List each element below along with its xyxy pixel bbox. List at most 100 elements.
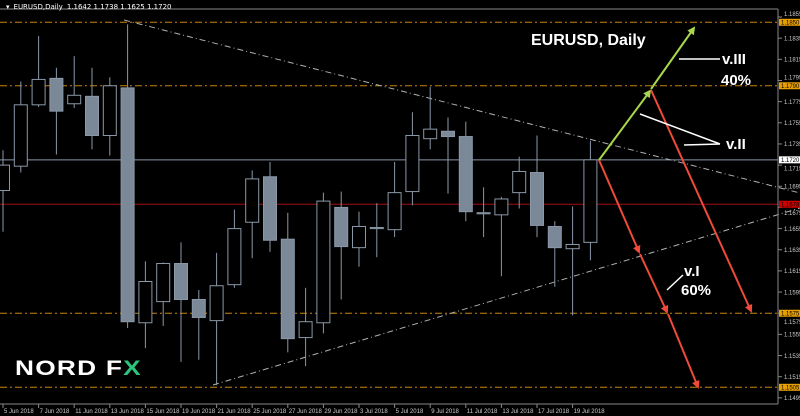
x-tick-label: 7 Jun 2018 (40, 409, 70, 415)
bull-candle-body (138, 281, 153, 324)
candle (191, 289, 206, 360)
candle (352, 211, 366, 267)
bear-candle-body (120, 87, 135, 323)
bear-candle-body (85, 95, 99, 136)
y-tick-label: 1.1835 (784, 36, 800, 42)
candle (245, 170, 260, 259)
candle (565, 206, 580, 316)
wave-down-arrow-1[interactable] (598, 159, 641, 254)
bull-candle-body (227, 228, 242, 286)
y-tick-label: 1.1555 (784, 333, 800, 339)
bull-candle-body (209, 285, 224, 322)
label-leader-v2-a (639, 113, 721, 145)
bear-candle-body (441, 130, 455, 138)
chart-title-annotation: EURUSD, Daily (531, 32, 646, 49)
bear-candle-body (191, 298, 206, 318)
bull-candle-body (565, 243, 580, 250)
candle (209, 252, 224, 386)
y-tick-label: 1.1855 (784, 12, 800, 18)
candle (334, 191, 349, 300)
candle (530, 135, 544, 238)
candle (138, 261, 153, 349)
wave3-percent: 40% (721, 72, 752, 89)
label-leader-v1 (666, 274, 684, 291)
candle (405, 112, 420, 206)
price-tag-label: 1.1790 (781, 84, 800, 90)
x-tick-label: 27 Jun 2018 (289, 409, 323, 415)
y-tick-label: 1.1635 (784, 248, 800, 254)
x-tick-label: 11 Jul 2018 (467, 409, 498, 415)
candle (227, 209, 242, 288)
bull-candle-body (245, 178, 260, 223)
bull-candle-body (512, 170, 527, 194)
x-tick-label: 11 Jun 2018 (75, 409, 108, 415)
price-tag-label: 1.1575 (781, 311, 800, 317)
lower-trendline[interactable] (212, 207, 800, 386)
candle (280, 212, 295, 353)
label-leader-v2-b (683, 143, 721, 146)
x-tick-label: 5 Jul 2018 (396, 409, 424, 415)
bull-candle-body (156, 263, 171, 303)
candle (49, 67, 64, 155)
x-tick-label: 17 Jul 2018 (538, 409, 570, 415)
bear-candle-body (174, 263, 188, 300)
wave1-percent: 60% (681, 282, 712, 299)
bull-candle-body (31, 78, 46, 106)
x-tick-label: 25 Jun 2018 (253, 409, 287, 415)
wave-down-arrow-4[interactable] (650, 89, 753, 313)
bear-candle-body (263, 176, 277, 241)
y-tick-label: 1.1495 (784, 396, 800, 402)
trendlines (123, 19, 800, 386)
nordfx-logo: NORD FX (15, 357, 142, 380)
bear-candle-body (530, 172, 544, 226)
candle (174, 242, 188, 362)
candle (423, 86, 438, 150)
candle (67, 56, 82, 108)
x-tick-label: 9 Jul 2018 (431, 409, 459, 415)
bull-candle-body (369, 227, 384, 230)
y-tick-label: 1.1735 (784, 142, 800, 148)
y-tick-label: 1.1515 (784, 375, 800, 381)
wave-up-arrow-2[interactable] (650, 26, 696, 90)
y-tick-label: 1.1595 (784, 290, 800, 296)
wave-down-arrow-3[interactable] (667, 313, 700, 389)
bull-candle-body (67, 94, 82, 105)
x-tick-label: 21 Jun 2018 (218, 409, 252, 415)
price-tag-label: 1.1720 (781, 158, 800, 164)
triangle-down-icon[interactable]: ▾ (6, 3, 10, 11)
candle (156, 262, 171, 326)
bear-candle-body (547, 225, 562, 249)
candle (547, 221, 562, 287)
bull-candle-body (405, 134, 420, 193)
wave1-label: v.I (684, 263, 700, 280)
bull-candle-body (102, 85, 117, 136)
chart-frame (0, 8, 779, 405)
wave-down-arrow-2[interactable] (639, 253, 669, 314)
x-tick-label: 29 Jun 2018 (324, 409, 358, 415)
bear-candle-body (334, 206, 349, 248)
candle (0, 150, 10, 232)
y-tick-label: 1.1615 (784, 269, 800, 275)
candle (441, 117, 455, 194)
x-tick-label: 15 Jun 2018 (146, 409, 180, 415)
candle (13, 81, 28, 173)
upper-trendline[interactable] (123, 19, 800, 194)
x-tick-label: 19 Jun 2018 (182, 409, 216, 415)
candle (369, 203, 384, 258)
price-tag-label: 1.1850 (781, 20, 800, 26)
candle (458, 121, 473, 222)
wave-up-arrow-1[interactable] (598, 89, 652, 161)
bull-candle-body (494, 198, 509, 216)
forecast-arrows (598, 26, 753, 389)
price-tag-level (779, 82, 800, 90)
candle (387, 161, 402, 238)
y-tick-label: 1.1775 (784, 100, 800, 106)
wave2-label: v.II (726, 136, 746, 153)
bull-candle-body (387, 192, 402, 231)
price-tag-label: 1.1505 (781, 386, 800, 392)
price-tag-level (779, 18, 800, 26)
candle (476, 187, 491, 238)
bull-candle-body (352, 225, 366, 249)
